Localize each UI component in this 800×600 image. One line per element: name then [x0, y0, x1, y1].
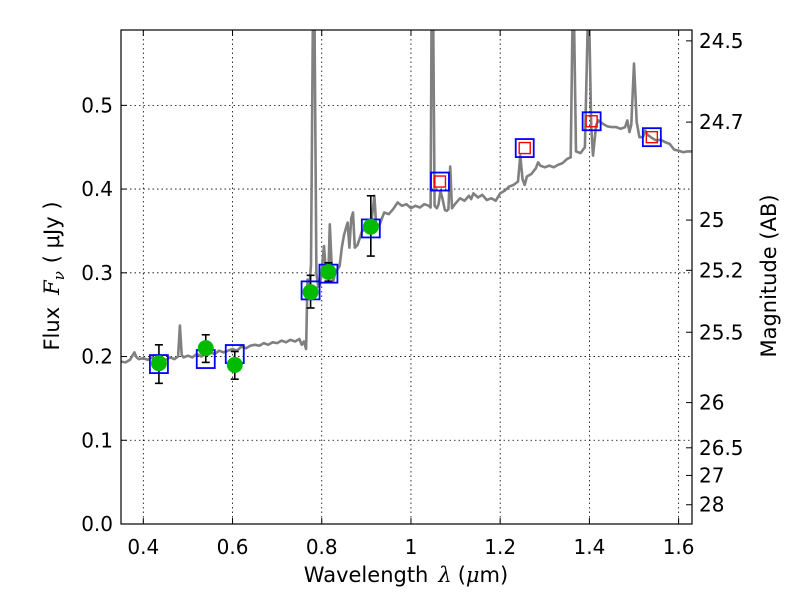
model-spectrum	[121, 30, 692, 364]
y-axis-label: FluxFν( μJy )	[40, 201, 68, 350]
model-square-marker	[514, 138, 535, 158]
x-axis-label: Wavelength λ (μm)	[304, 563, 508, 587]
observed-nir-marker	[585, 115, 598, 128]
x-tick-label: 0.4	[127, 535, 159, 559]
y-tick-label: 0.5	[81, 93, 113, 117]
y-tick-label: 0.4	[81, 177, 113, 201]
y2-axis-label: Magnitude (AB)	[757, 194, 781, 357]
y-tick-label: 0.3	[81, 261, 113, 285]
grid	[121, 30, 692, 525]
observed-circle-marker	[150, 355, 167, 372]
y-tick-label: 0.0	[81, 512, 113, 536]
y2-tick-label: 27	[699, 463, 724, 487]
observed-nir-marker	[433, 175, 447, 188]
model-square-marker	[581, 111, 602, 132]
spectrum-line	[121, 30, 692, 364]
observed-circle-marker	[197, 340, 214, 357]
observed-nir-marker	[645, 130, 659, 144]
y-tick-label: 0.1	[81, 428, 113, 452]
observed-nir-marker	[518, 141, 531, 155]
y2-tick-label: 24.5	[699, 29, 744, 53]
x-tick-label: 1.4	[573, 535, 605, 559]
x-tick-label: 1.6	[663, 535, 695, 559]
y2-tick-label: 26	[699, 391, 724, 415]
observed-circle-marker	[302, 284, 319, 301]
plot-frame	[120, 29, 693, 525]
observed-circle-marker	[226, 356, 243, 373]
model-square-marker	[149, 354, 169, 374]
axis-ticks: 0.4 0.6 0.8 1 1.2 1.4 1.6 0.0 0.1 0.2 0.3 0.4 0.5 24.…	[81, 29, 743, 559]
y2-tick-label: 28	[699, 493, 724, 517]
observed-circle-marker	[362, 218, 379, 235]
x-tick-label: 0.8	[306, 535, 338, 559]
model-square-marker	[641, 127, 662, 148]
y2-tick-label: 26.5	[699, 436, 744, 460]
y-tick-label: 0.2	[81, 345, 113, 369]
x-tick-label: 1	[405, 535, 418, 559]
x-tick-label: 1.2	[484, 535, 516, 559]
data-markers	[149, 111, 662, 374]
y2-tick-label: 25.5	[699, 320, 744, 344]
model-square-marker	[430, 171, 450, 192]
x-tick-label: 0.6	[217, 535, 249, 559]
y2-tick-label: 24.7	[699, 110, 744, 134]
y2-tick-label: 25.2	[699, 258, 744, 282]
observed-circle-marker	[320, 263, 337, 280]
y2-tick-label: 25	[699, 208, 724, 232]
